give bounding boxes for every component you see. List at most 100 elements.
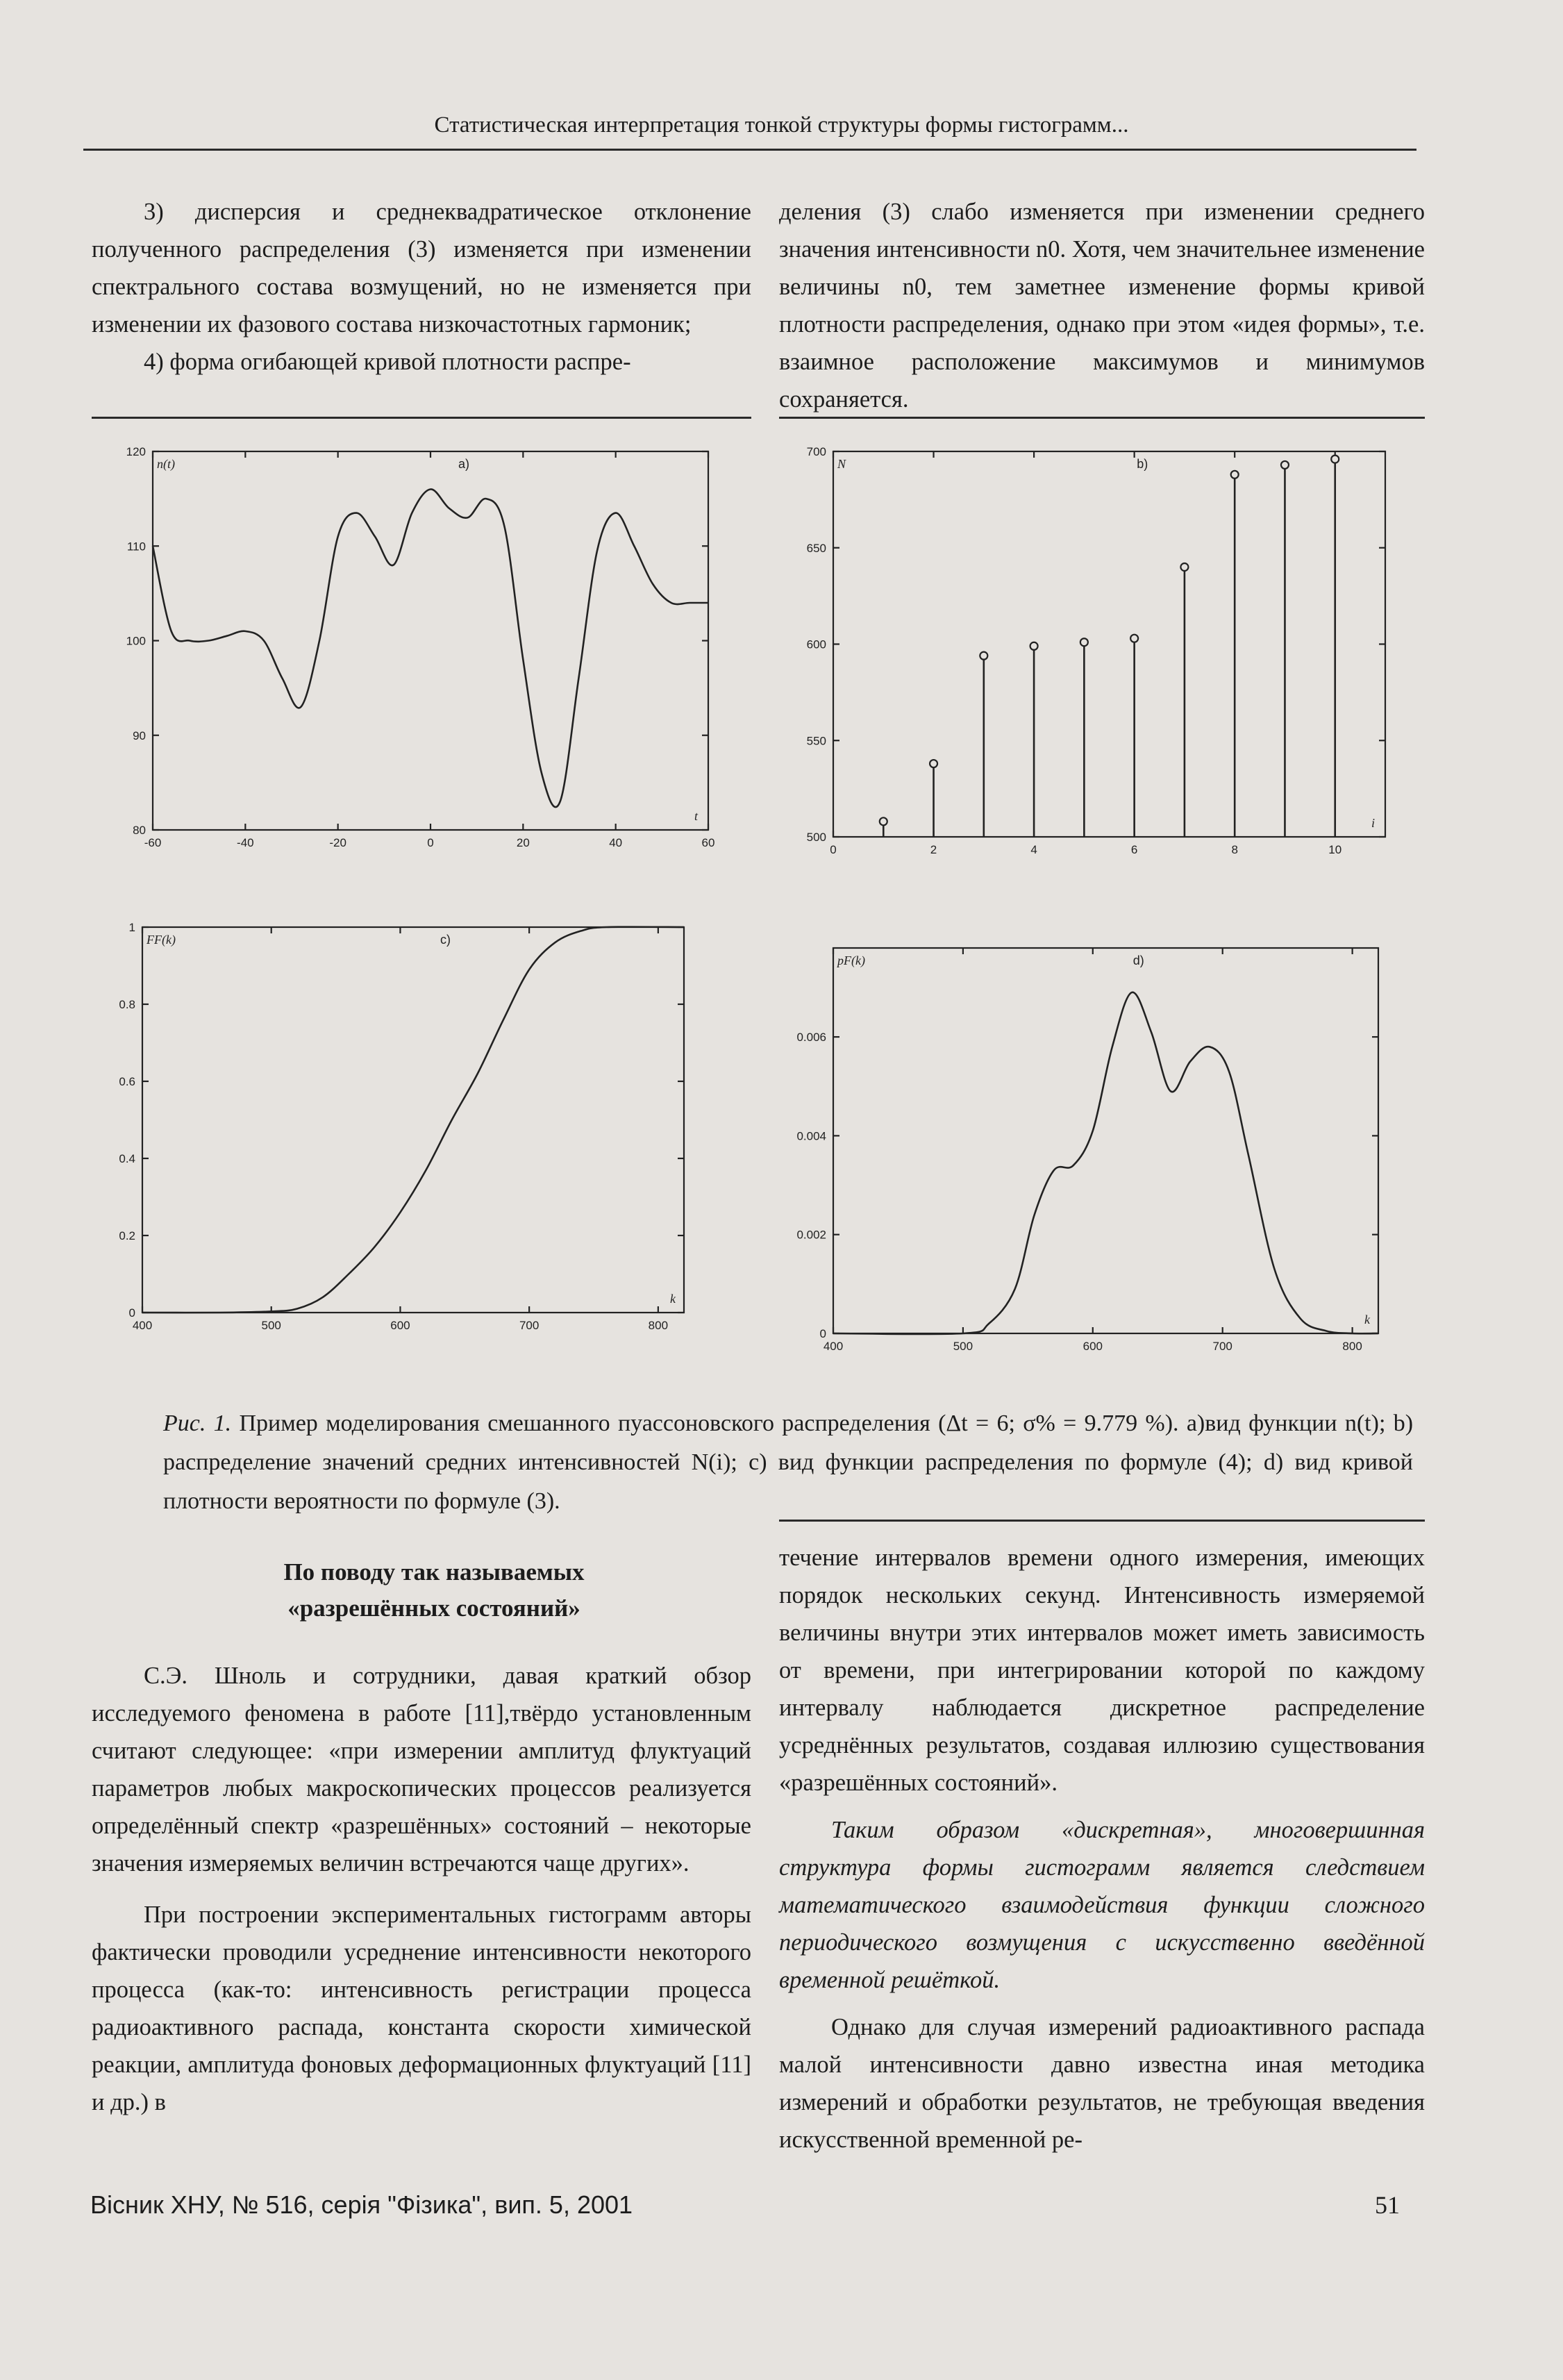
x-tick-label: 20	[517, 836, 530, 849]
figure-panel-d: 400 500 600 700 800 0 0.002 0.004 0.006 pF(k) k d)	[778, 931, 1403, 1361]
y-tick-label: 90	[133, 729, 146, 742]
paragraph-item-3: 3) дисперсия и среднеквадратическое откл…	[92, 199, 751, 338]
x-tick-label: 10	[1328, 843, 1341, 856]
y-tick-label: 0.004	[796, 1129, 826, 1142]
journal-footer: Вісник ХНУ, № 516, серія "Фізика", вип. …	[90, 2190, 633, 2219]
chart-c: 400 500 600 700 800 0 0.2 0.4 0.6 0.8 1 FF(k) k c)	[119, 921, 685, 1332]
stem-marker	[1330, 454, 1340, 464]
series-line	[142, 926, 685, 1314]
plot-frame	[832, 947, 1380, 1335]
x-tick-label: 500	[953, 1340, 973, 1353]
x-tick-label: 700	[1213, 1340, 1232, 1353]
x-tick-label: 400	[824, 1340, 843, 1353]
stem-marker	[1029, 641, 1039, 651]
series-line	[151, 488, 708, 808]
x-tick-label: 500	[262, 1319, 281, 1332]
running-header: Статистическая интерпретация тонкой стру…	[434, 113, 1129, 138]
y-tick-label: 700	[807, 445, 826, 458]
plot-frame	[832, 450, 1387, 838]
column-rule-right	[779, 417, 1425, 419]
x-tick-label: -60	[144, 836, 162, 849]
stem-marker	[1280, 460, 1290, 470]
x-tick-label: 4	[1030, 843, 1037, 856]
x-tick-label: 40	[609, 836, 622, 849]
x-tick-label: 400	[133, 1319, 152, 1332]
stem-marker	[979, 651, 989, 660]
y-tick-label: 650	[807, 542, 826, 555]
series-line	[833, 991, 1379, 1335]
x-tick-label: 8	[1231, 843, 1237, 856]
panel-label: a)	[458, 457, 469, 471]
paragraph-continuation: деления (3) слабо изменяется при изменен…	[779, 199, 1425, 413]
stem-marker	[1180, 562, 1189, 572]
chart-b: 0 2 4 6 8 10 500 550 600 650 700 Ni b)	[807, 445, 1387, 856]
section-title: По поводу так называемых «разрешённых со…	[177, 1554, 691, 1626]
stem-marker	[928, 758, 939, 769]
y-tick-label: 0.4	[119, 1152, 135, 1165]
x-tick-label: -20	[329, 836, 346, 849]
caption-lead: Рис. 1.	[163, 1410, 232, 1436]
x-tick-label: 6	[1131, 843, 1137, 856]
x-axis-label: t	[694, 809, 699, 823]
stem-marker	[1130, 633, 1139, 643]
x-tick-label: 600	[390, 1319, 410, 1332]
figure-caption: Рис. 1. Пример моделирования смешанного …	[163, 1404, 1413, 1521]
panel-label: c)	[440, 933, 451, 947]
x-tick-label: 60	[702, 836, 715, 849]
stem-marker	[1079, 638, 1089, 647]
y-tick-label: 0	[820, 1327, 826, 1340]
y-tick-label: 1	[129, 921, 135, 934]
column-rule-left	[92, 417, 751, 419]
y-tick-label: 0.6	[119, 1075, 135, 1088]
x-tick-label: 800	[1342, 1340, 1362, 1353]
top-right-column: деления (3) слабо изменяется при изменен…	[779, 193, 1425, 418]
paragraph-conclusion: Таким образом «дискретная», многовершинн…	[779, 1817, 1425, 1993]
x-tick-label: -40	[237, 836, 254, 849]
plot-frame	[141, 926, 685, 1314]
page-number: 51	[1375, 2191, 1400, 2219]
y-tick-label: 550	[807, 734, 826, 747]
caption-text: Пример моделирования смешанного пуассоно…	[163, 1410, 1414, 1514]
y-axis-label: n(t)	[157, 457, 175, 472]
x-tick-label: 0	[427, 836, 433, 849]
x-axis-label: i	[1371, 816, 1375, 830]
panel-label: b)	[1137, 457, 1148, 471]
y-tick-label: 0.006	[796, 1031, 826, 1044]
y-tick-label: 0.8	[119, 998, 135, 1011]
figure-panel-c: 400 500 600 700 800 0 0.2 0.4 0.6 0.8 1 FF(k) k c)	[90, 910, 715, 1354]
section-title-line-2: «разрешённых состояний»	[287, 1595, 580, 1622]
y-tick-label: 80	[133, 824, 146, 837]
x-tick-label: 800	[649, 1319, 668, 1332]
x-axis-label: k	[1364, 1313, 1371, 1326]
section-title-line-1: По поводу так называемых	[283, 1558, 585, 1586]
x-tick-label: 700	[519, 1319, 539, 1332]
x-tick-label: 0	[830, 843, 836, 856]
x-axis-label: k	[670, 1292, 676, 1306]
y-tick-label: 500	[807, 831, 826, 844]
bottom-right-column: течение интервалов времени одного измере…	[779, 1539, 1425, 2158]
figure-panel-a: -60 -40 -20 0 20 40 60 80 90 100 110 120 n(t) t a)	[90, 438, 715, 854]
chart-a: -60 -40 -20 0 20 40 60 80 90 100 110 120 n(t) t a)	[126, 445, 715, 849]
bottom-left-column: С.Э. Шноль и сотрудники, давая краткий о…	[92, 1657, 751, 2121]
y-tick-label: 600	[807, 638, 826, 651]
paragraph-however: Однако для случая измерений радиоактивно…	[779, 2014, 1425, 2153]
y-tick-label: 0.002	[796, 1229, 826, 1242]
top-left-column: 3) дисперсия и среднеквадратическое откл…	[92, 193, 751, 381]
y-tick-label: 0.2	[119, 1229, 135, 1242]
header-rule	[83, 149, 1416, 151]
y-tick-label: 0	[129, 1306, 135, 1320]
y-tick-label: 110	[127, 540, 146, 553]
chart-d: 400 500 600 700 800 0 0.002 0.004 0.006 pF(k) k d)	[796, 947, 1380, 1353]
x-tick-label: 600	[1083, 1340, 1103, 1353]
stem-marker	[1230, 469, 1239, 479]
plot-frame	[151, 450, 710, 831]
caption-rule	[779, 1520, 1425, 1522]
panel-label: d)	[1133, 954, 1144, 967]
y-axis-label: N	[837, 457, 846, 471]
paragraph-shnol: С.Э. Шноль и сотрудники, давая краткий о…	[92, 1663, 751, 1876]
y-tick-label: 100	[126, 635, 146, 648]
paragraph-intervals: течение интервалов времени одного измере…	[779, 1545, 1425, 1796]
x-tick-label: 2	[930, 843, 937, 856]
